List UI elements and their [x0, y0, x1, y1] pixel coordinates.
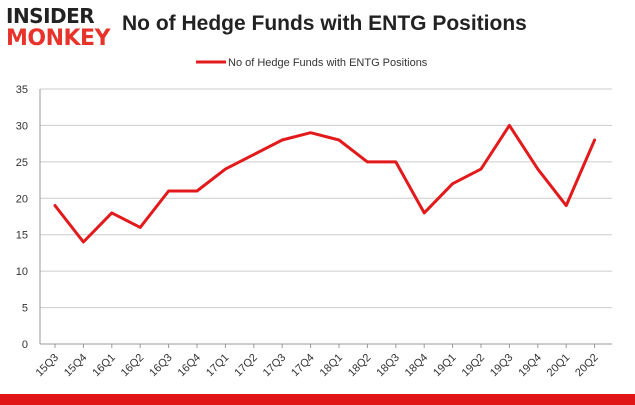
gridlines: [40, 88, 612, 309]
data-point-18Q3: [394, 160, 397, 164]
data-point-17Q2: [252, 153, 255, 156]
y-tick-label-10: 10: [16, 266, 28, 278]
data-point-15Q4: [82, 240, 85, 244]
y-tick-label-25: 25: [16, 157, 28, 169]
x-tick-label-19Q3: 19Q3: [488, 352, 516, 380]
data-point-18Q4: [423, 211, 426, 215]
data-point-16Q3: [167, 189, 170, 193]
x-tick-label-18Q1: 18Q1: [318, 352, 346, 380]
x-tick-label-18Q3: 18Q3: [374, 352, 402, 380]
legend: No of Hedge Funds with ENTG Positions: [196, 57, 428, 69]
series-layer: [53, 123, 597, 244]
data-point-19Q3: [508, 124, 511, 127]
x-tick-label-19Q4: 19Q4: [516, 352, 544, 380]
data-point-16Q2: [139, 226, 142, 229]
data-point-17Q3: [281, 138, 284, 142]
x-tick-label-17Q2: 17Q2: [232, 352, 260, 380]
y-tick-label-5: 5: [22, 303, 28, 315]
data-point-19Q4: [536, 167, 539, 171]
y-tick-label-30: 30: [16, 120, 28, 132]
x-tick-label-19Q1: 19Q1: [431, 352, 459, 380]
data-point-15Q3: [53, 204, 57, 207]
data-point-19Q2: [479, 167, 483, 171]
x-tick-label-20Q2: 20Q2: [573, 352, 601, 380]
data-point-19Q1: [451, 182, 454, 185]
bottom-red-bar: [0, 394, 635, 405]
x-tick-label-19Q2: 19Q2: [460, 352, 488, 380]
data-point-20Q2: [593, 138, 596, 142]
x-tick-label-17Q4: 17Q4: [289, 352, 317, 380]
x-tick-label-17Q1: 17Q1: [204, 352, 232, 380]
legend-label: No of Hedge Funds with ENTG Positions: [228, 57, 428, 69]
logo-text-top: INSIDER: [6, 4, 95, 28]
axes: [39, 89, 612, 348]
x-tick-labels: 15Q3 15Q4 16Q1 16Q2 16Q3 16Q4 17Q1 17Q2 17Q3 17Q4…: [34, 352, 601, 380]
x-tick-label-20Q1: 20Q1: [545, 352, 573, 380]
insider-monkey-logo: INSIDER MONKEY: [6, 4, 114, 51]
data-point-20Q1: [565, 204, 568, 207]
x-tick-label-18Q4: 18Q4: [403, 352, 431, 380]
x-tick-label-16Q1: 16Q1: [90, 352, 118, 380]
y-tick-label-0: 0: [22, 339, 28, 351]
logo-text-bottom: MONKEY: [6, 26, 111, 51]
x-tick-label-15Q4: 15Q4: [62, 352, 90, 380]
series-line-0: [53, 123, 597, 244]
x-tick-label-18Q2: 18Q2: [346, 352, 374, 380]
chart-title: No of Hedge Funds with ENTG Positions: [122, 12, 527, 35]
y-tick-labels: 0 5 10 15 20 25 30 35: [16, 84, 28, 351]
data-point-17Q1: [224, 167, 227, 171]
x-tick-label-16Q4: 16Q4: [176, 352, 204, 380]
x-tick-label-15Q3: 15Q3: [34, 352, 62, 380]
y-tick-label-20: 20: [16, 193, 28, 205]
data-point-16Q1: [110, 211, 114, 215]
data-point-18Q2: [366, 160, 369, 164]
data-point-18Q1: [337, 138, 341, 142]
y-tick-label-35: 35: [16, 84, 28, 96]
data-point-16Q4: [195, 189, 199, 193]
x-tick-label-17Q3: 17Q3: [261, 352, 289, 380]
x-tick-label-16Q3: 16Q3: [147, 352, 175, 380]
data-point-17Q4: [309, 131, 312, 134]
x-tick-label-16Q2: 16Q2: [119, 352, 147, 380]
y-tick-label-15: 15: [16, 230, 28, 242]
